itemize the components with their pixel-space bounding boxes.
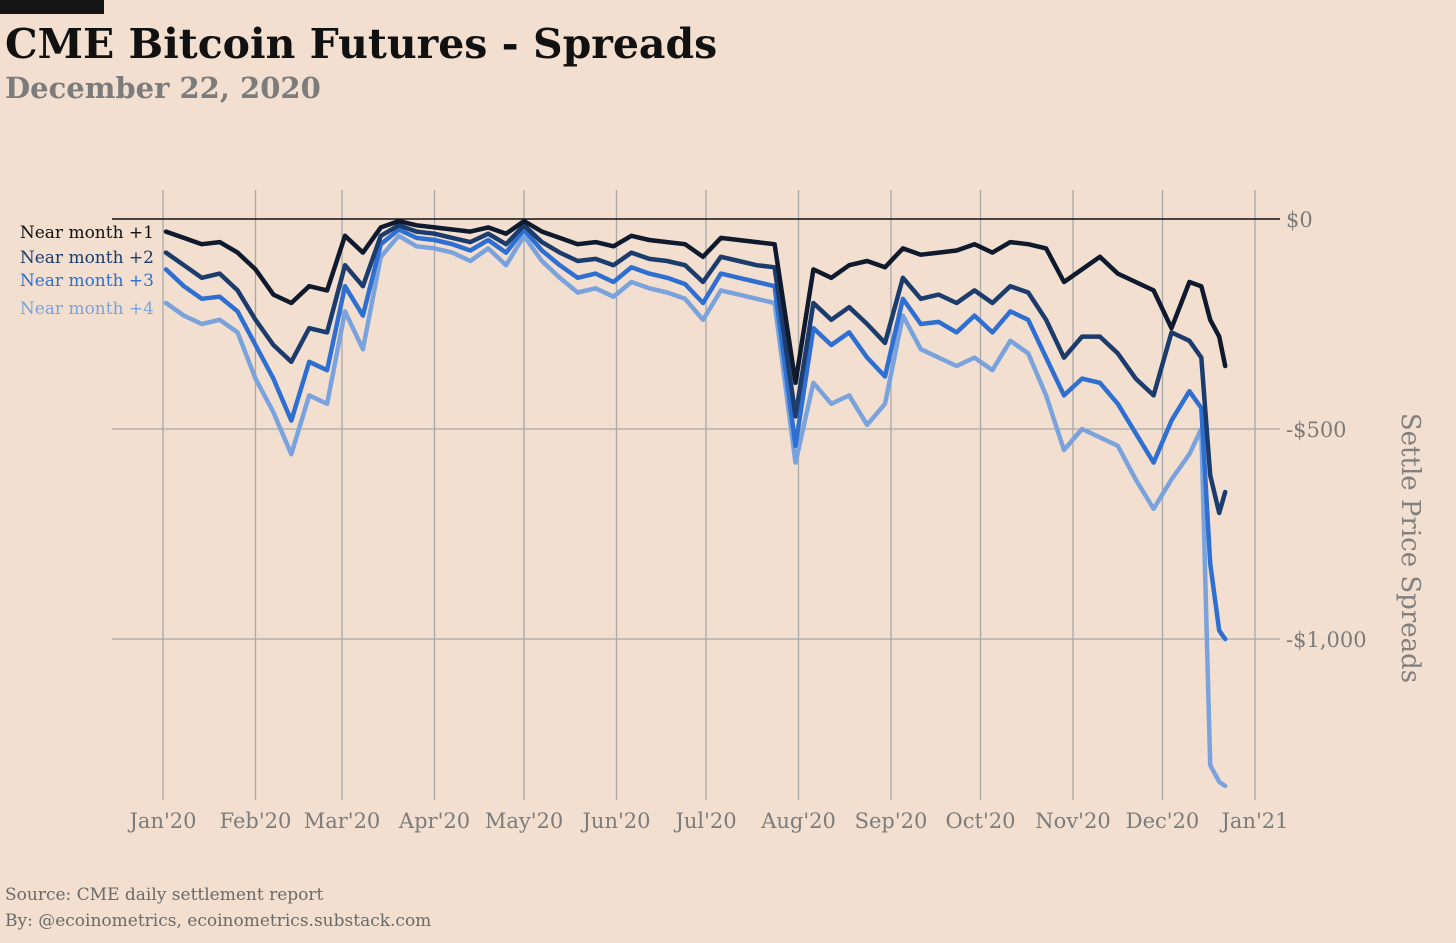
legend-item-near-month-1: Near month +1 [20, 223, 154, 243]
y-axis-tick-labels: $0 -$500 -$1,000 [1286, 208, 1367, 652]
legend: Near month +1 Near month +2 Near month +3 N… [20, 223, 154, 319]
x-tick-label: Oct'20 [946, 809, 1016, 833]
legend-item-near-month-3: Near month +3 [20, 271, 154, 291]
x-tick-label: Jan'21 [1220, 809, 1289, 833]
y-tick-label: -$500 [1286, 418, 1347, 442]
legend-item-near-month-4: Near month +4 [20, 299, 154, 319]
series-lines [163, 218, 1228, 789]
top-accent-bar [0, 0, 104, 14]
series-line-near-month-4 [163, 233, 1228, 789]
series-line-near-month-2 [163, 223, 1228, 516]
gridlines [112, 190, 1280, 800]
x-tick-label: Aug'20 [760, 809, 836, 833]
x-tick-label: Mar'20 [304, 809, 381, 833]
footer-source: Source: CME daily settlement report [5, 885, 324, 905]
series-line-near-month-3 [163, 227, 1228, 642]
x-tick-label: Sep'20 [855, 809, 928, 833]
x-tick-label: Jun'20 [581, 809, 651, 833]
x-tick-label: Apr'20 [398, 809, 470, 833]
legend-item-near-month-2: Near month +2 [20, 248, 154, 268]
x-tick-label: Nov'20 [1035, 809, 1110, 833]
chart-title: CME Bitcoin Futures - Spreads [5, 20, 718, 68]
footer-byline: By: @ecoinometrics, ecoinometrics.substa… [5, 911, 432, 931]
x-tick-label: May'20 [485, 809, 563, 833]
series-line-near-month-1 [163, 218, 1228, 386]
y-tick-label: -$1,000 [1286, 628, 1367, 652]
x-tick-label: Jul'20 [673, 809, 736, 833]
x-tick-label: Feb'20 [220, 809, 292, 833]
chart-subtitle: December 22, 2020 [5, 71, 321, 105]
y-tick-label: $0 [1286, 208, 1313, 232]
x-tick-label: Dec'20 [1126, 809, 1200, 833]
x-axis-tick-labels: Jan'20 Feb'20 Mar'20 Apr'20 May'20 Jun'20 Jul'… [128, 809, 1289, 833]
y-axis-label: Settle Price Spreads [1395, 413, 1425, 683]
x-tick-label: Jan'20 [128, 809, 197, 833]
